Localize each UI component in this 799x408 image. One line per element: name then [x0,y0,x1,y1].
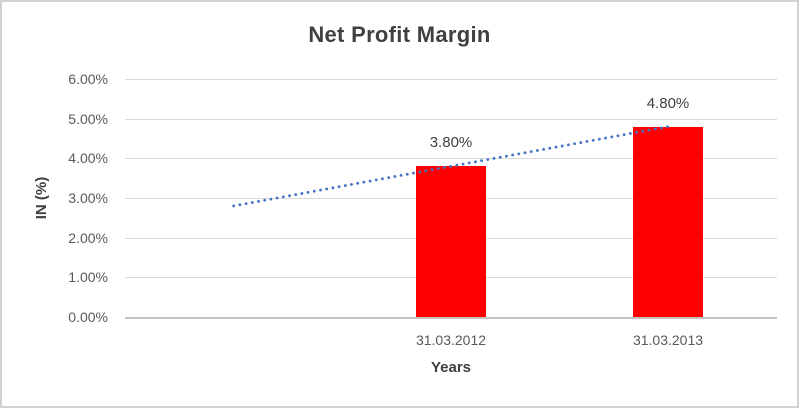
gridline [125,79,777,80]
bar [416,166,486,317]
plot-area [125,79,777,319]
bar [633,127,703,317]
y-tick-label: 4.00% [68,150,108,166]
y-tick-label: 6.00% [68,71,108,87]
bar-value-label: 3.80% [429,134,473,151]
bar-value-label: 4.80% [646,95,690,112]
y-tick-label: 5.00% [68,111,108,127]
y-tick-label: 0.00% [68,309,108,325]
gridline [125,119,777,120]
x-axis-title: Years [430,359,472,376]
y-tick-label: 2.00% [68,230,108,246]
chart-title: Net Profit Margin [308,22,491,47]
x-tick-label: 31.03.2012 [415,332,487,348]
y-tick-label: 1.00% [68,269,108,285]
x-tick-label: 31.03.2013 [632,332,704,348]
y-tick-label: 3.00% [68,190,108,206]
